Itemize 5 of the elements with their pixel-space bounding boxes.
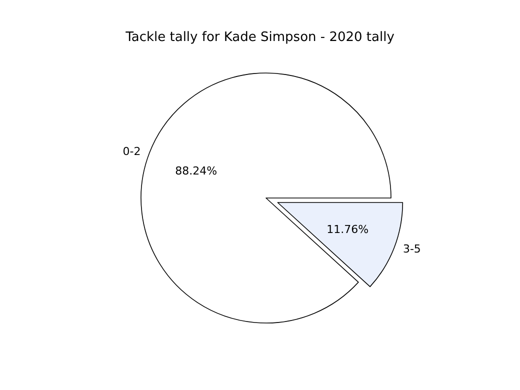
chart-title: Tackle tally for Kade Simpson - 2020 tally — [124, 30, 395, 45]
slice-label: 0-2 — [122, 144, 141, 158]
data-label: 11.76% — [326, 223, 369, 236]
data-label: 88.24% — [175, 164, 218, 178]
slice-label: 3-5 — [402, 242, 421, 256]
